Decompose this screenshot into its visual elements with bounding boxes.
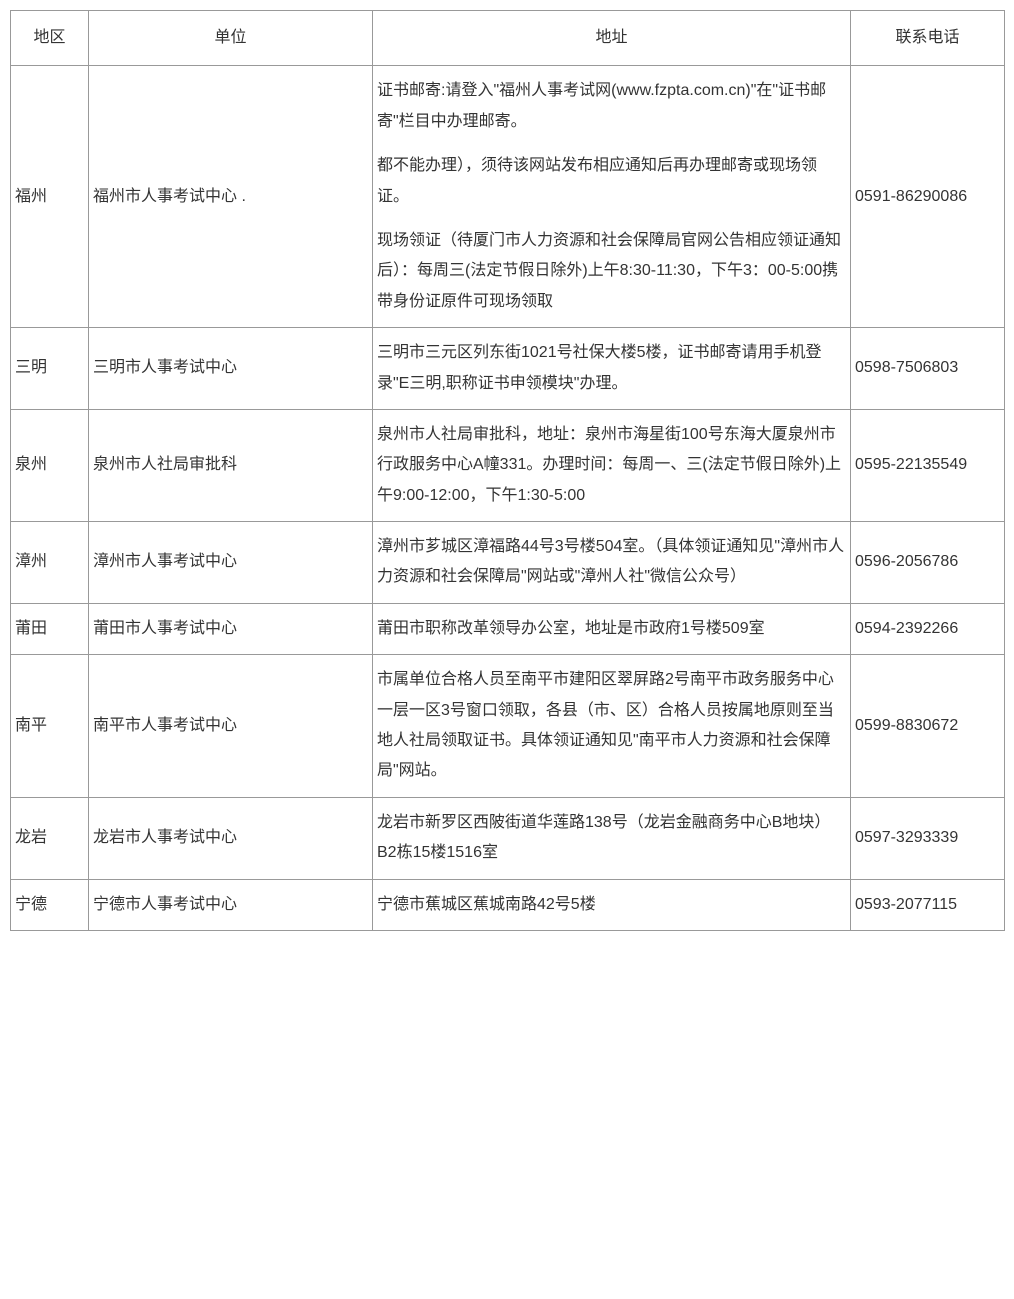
address-paragraph: 龙岩市新罗区西陂街道华莲路138号（龙岩金融商务中心B地块）B2栋15楼1516… — [377, 808, 846, 869]
cell-phone: 0591-86290086 — [851, 66, 1005, 328]
table-row: 宁德宁德市人事考试中心宁德市蕉城区蕉城南路42号5楼0593-2077115 — [11, 879, 1005, 930]
cell-region: 南平 — [11, 655, 89, 798]
cell-unit: 三明市人事考试中心 — [89, 328, 373, 410]
cell-region: 三明 — [11, 328, 89, 410]
table-row: 龙岩龙岩市人事考试中心龙岩市新罗区西陂街道华莲路138号（龙岩金融商务中心B地块… — [11, 797, 1005, 879]
cell-address: 莆田市职称改革领导办公室，地址是市政府1号楼509室 — [373, 603, 851, 654]
cell-unit: 福州市人事考试中心 . — [89, 66, 373, 328]
address-paragraph: 市属单位合格人员至南平市建阳区翠屏路2号南平市政务服务中心一层一区3号窗口领取，… — [377, 665, 846, 787]
cell-address: 宁德市蕉城区蕉城南路42号5楼 — [373, 879, 851, 930]
cell-region: 泉州 — [11, 409, 89, 521]
table-row: 南平南平市人事考试中心市属单位合格人员至南平市建阳区翠屏路2号南平市政务服务中心… — [11, 655, 1005, 798]
address-paragraph: 莆田市职称改革领导办公室，地址是市政府1号楼509室 — [377, 614, 846, 644]
cell-address: 三明市三元区列东街1021号社保大楼5楼，证书邮寄请用手机登录"E三明,职称证书… — [373, 328, 851, 410]
header-unit: 单位 — [89, 11, 373, 66]
cell-region: 龙岩 — [11, 797, 89, 879]
cell-phone: 0594-2392266 — [851, 603, 1005, 654]
cell-address: 龙岩市新罗区西陂街道华莲路138号（龙岩金融商务中心B地块）B2栋15楼1516… — [373, 797, 851, 879]
cell-address: 证书邮寄:请登入"福州人事考试网(www.fzpta.com.cn)"在"证书邮… — [373, 66, 851, 328]
cell-phone: 0593-2077115 — [851, 879, 1005, 930]
table-row: 三明三明市人事考试中心三明市三元区列东街1021号社保大楼5楼，证书邮寄请用手机… — [11, 328, 1005, 410]
address-paragraph: 宁德市蕉城区蕉城南路42号5楼 — [377, 890, 846, 920]
address-paragraph: 证书邮寄:请登入"福州人事考试网(www.fzpta.com.cn)"在"证书邮… — [377, 76, 846, 137]
cell-phone: 0599-8830672 — [851, 655, 1005, 798]
cell-unit: 泉州市人社局审批科 — [89, 409, 373, 521]
cell-phone: 0596-2056786 — [851, 522, 1005, 604]
address-paragraph: 三明市三元区列东街1021号社保大楼5楼，证书邮寄请用手机登录"E三明,职称证书… — [377, 338, 846, 399]
cell-unit: 龙岩市人事考试中心 — [89, 797, 373, 879]
cell-region: 宁德 — [11, 879, 89, 930]
cell-phone: 0595-22135549 — [851, 409, 1005, 521]
cell-address: 市属单位合格人员至南平市建阳区翠屏路2号南平市政务服务中心一层一区3号窗口领取，… — [373, 655, 851, 798]
table-row: 泉州泉州市人社局审批科泉州市人社局审批科，地址：泉州市海星街100号东海大厦泉州… — [11, 409, 1005, 521]
header-region: 地区 — [11, 11, 89, 66]
cell-unit: 漳州市人事考试中心 — [89, 522, 373, 604]
cell-address: 漳州市芗城区漳福路44号3号楼504室。（具体领证通知见"漳州市人力资源和社会保… — [373, 522, 851, 604]
cell-unit: 南平市人事考试中心 — [89, 655, 373, 798]
header-address: 地址 — [373, 11, 851, 66]
table-header-row: 地区 单位 地址 联系电话 — [11, 11, 1005, 66]
table-row: 漳州漳州市人事考试中心漳州市芗城区漳福路44号3号楼504室。（具体领证通知见"… — [11, 522, 1005, 604]
cell-address: 泉州市人社局审批科，地址：泉州市海星街100号东海大厦泉州市行政服务中心A幢33… — [373, 409, 851, 521]
cell-region: 漳州 — [11, 522, 89, 604]
address-paragraph: 都不能办理），须待该网站发布相应通知后再办理邮寄或现场领证。 — [377, 151, 846, 212]
table-row: 福州福州市人事考试中心 .证书邮寄:请登入"福州人事考试网(www.fzpta.… — [11, 66, 1005, 328]
cell-unit: 莆田市人事考试中心 — [89, 603, 373, 654]
address-paragraph: 泉州市人社局审批科，地址：泉州市海星街100号东海大厦泉州市行政服务中心A幢33… — [377, 420, 846, 511]
address-paragraph: 漳州市芗城区漳福路44号3号楼504室。（具体领证通知见"漳州市人力资源和社会保… — [377, 532, 846, 593]
table-body: 福州福州市人事考试中心 .证书邮寄:请登入"福州人事考试网(www.fzpta.… — [11, 66, 1005, 931]
cell-phone: 0597-3293339 — [851, 797, 1005, 879]
cell-phone: 0598-7506803 — [851, 328, 1005, 410]
table-row: 莆田莆田市人事考试中心莆田市职称改革领导办公室，地址是市政府1号楼509室059… — [11, 603, 1005, 654]
header-phone: 联系电话 — [851, 11, 1005, 66]
cell-unit: 宁德市人事考试中心 — [89, 879, 373, 930]
cell-region: 莆田 — [11, 603, 89, 654]
contact-table: 地区 单位 地址 联系电话 福州福州市人事考试中心 .证书邮寄:请登入"福州人事… — [10, 10, 1005, 931]
cell-region: 福州 — [11, 66, 89, 328]
address-paragraph: 现场领证（待厦门市人力资源和社会保障局官网公告相应领证通知后）：每周三(法定节假… — [377, 226, 846, 317]
